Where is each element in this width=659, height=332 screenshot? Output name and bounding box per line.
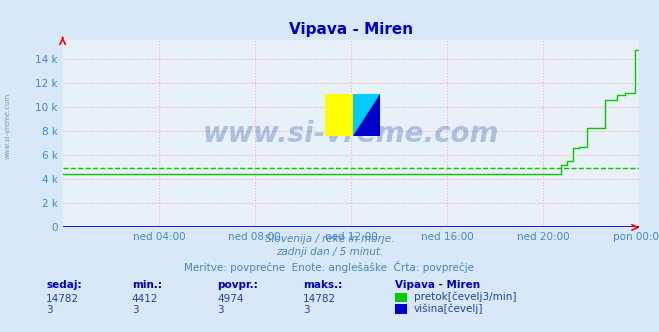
Text: sedaj:: sedaj: [46, 281, 82, 290]
Text: 14782: 14782 [46, 294, 79, 304]
Text: 3: 3 [303, 305, 310, 315]
Text: www.si-vreme.com: www.si-vreme.com [203, 120, 499, 148]
Text: Slovenija / reke in morje.: Slovenija / reke in morje. [265, 234, 394, 244]
Text: www.si-vreme.com: www.si-vreme.com [5, 93, 11, 159]
Text: Meritve: povprečne  Enote: anglešaške  Črta: povprečje: Meritve: povprečne Enote: anglešaške Črt… [185, 261, 474, 273]
Text: 3: 3 [132, 305, 138, 315]
Title: Vipava - Miren: Vipava - Miren [289, 22, 413, 37]
Text: Vipava - Miren: Vipava - Miren [395, 281, 480, 290]
Text: zadnji dan / 5 minut.: zadnji dan / 5 minut. [276, 247, 383, 257]
Text: povpr.:: povpr.: [217, 281, 258, 290]
Text: 4412: 4412 [132, 294, 158, 304]
Text: 3: 3 [46, 305, 53, 315]
Text: 4974: 4974 [217, 294, 244, 304]
Text: min.:: min.: [132, 281, 162, 290]
Polygon shape [353, 94, 380, 135]
Bar [353, 94, 380, 135]
Text: 3: 3 [217, 305, 224, 315]
Bar [325, 94, 353, 135]
Text: višina[čevelj]: višina[čevelj] [414, 303, 483, 314]
Text: maks.:: maks.: [303, 281, 343, 290]
Text: 14782: 14782 [303, 294, 336, 304]
Text: pretok[čevelj3/min]: pretok[čevelj3/min] [414, 292, 517, 302]
